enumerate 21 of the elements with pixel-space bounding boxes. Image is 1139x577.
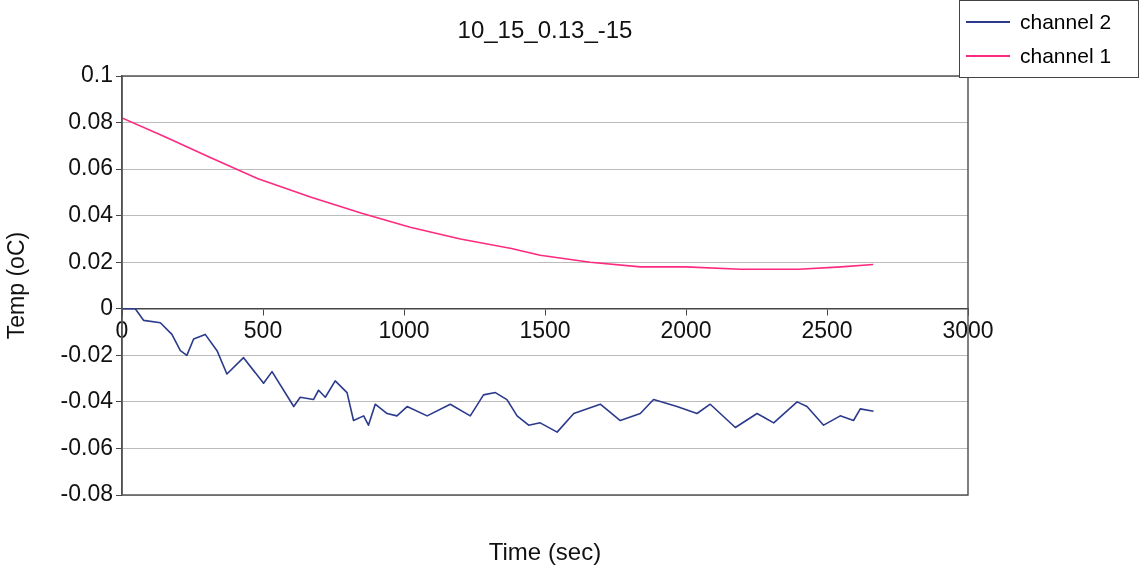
y-tick-label: 0.02	[68, 247, 113, 274]
x-axis-title: Time (sec)	[487, 538, 603, 566]
legend-label: channel 1	[1020, 44, 1112, 68]
y-tick-label: 0.06	[68, 154, 113, 181]
x-tick-label: 2000	[660, 316, 712, 343]
legend-label: channel 2	[1020, 10, 1112, 34]
x-tick-label: 3000	[942, 316, 994, 343]
y-axis-title: Temp (oC)	[3, 231, 30, 340]
y-tick-label: -0.02	[60, 340, 113, 367]
y-tick-label: 0	[100, 294, 113, 321]
x-tick-label: 1000	[378, 316, 430, 343]
y-tick-label: 0.08	[68, 107, 113, 134]
y-tick-label: -0.04	[60, 387, 114, 414]
y-tick-label: 0.1	[81, 61, 113, 88]
x-tick-label: 500	[243, 316, 283, 343]
chart-title: 10_15_0.13_-15	[456, 16, 634, 44]
y-tick-label: 0.04	[68, 201, 114, 228]
x-tick-label: 1500	[519, 316, 571, 343]
y-tick-label: -0.06	[60, 433, 113, 460]
y-tick-label: -0.08	[60, 480, 113, 507]
x-tick-label: 2500	[801, 316, 853, 343]
